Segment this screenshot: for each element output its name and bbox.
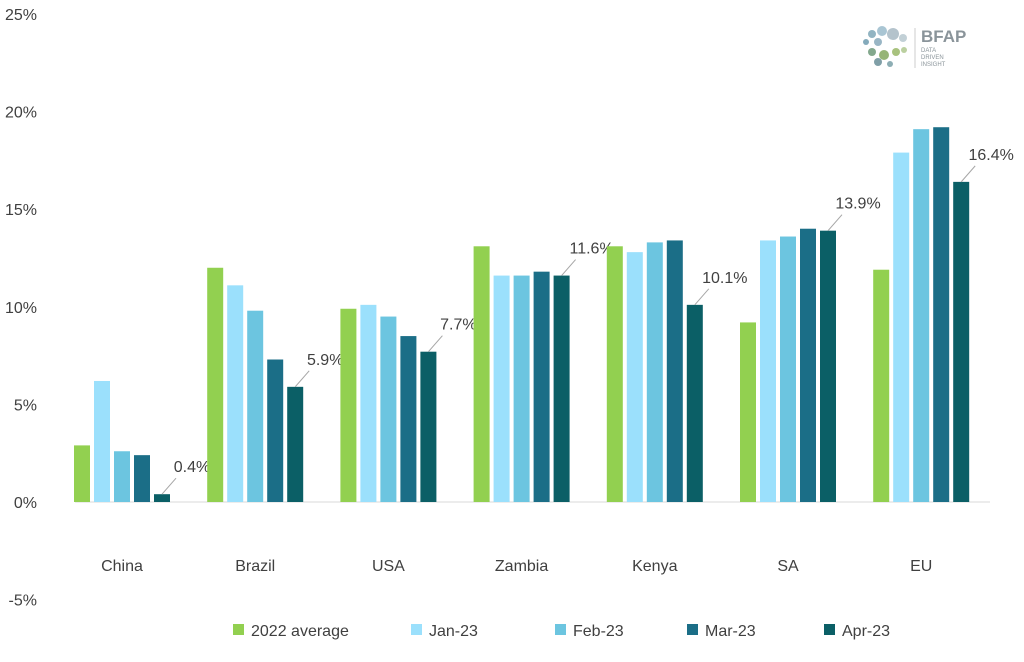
svg-text:INSIGHT: INSIGHT: [921, 62, 946, 68]
y-tick-label: 15%: [5, 202, 37, 219]
legend-swatch: [233, 624, 244, 635]
data-label: 5.9%: [307, 352, 343, 369]
data-label: 11.6%: [570, 241, 614, 258]
bar-2022-average: [606, 246, 623, 502]
bar-mar-23: [134, 455, 150, 502]
bar-mar-23: [666, 240, 683, 502]
bar-feb-23: [513, 275, 530, 502]
leader-line: [960, 165, 976, 183]
leader-line: [694, 288, 710, 306]
y-tick-label: 10%: [5, 300, 37, 317]
legend-label: Feb-23: [573, 623, 624, 640]
bar-feb-23: [646, 242, 663, 502]
legend-label: 2022 average: [251, 623, 349, 640]
bar-jan-23: [94, 380, 110, 502]
x-tick-label: China: [101, 558, 143, 575]
x-tick-label: Brazil: [235, 558, 275, 575]
leader-line: [827, 214, 843, 232]
data-label: 0.4%: [174, 459, 210, 476]
bar-feb-23: [247, 310, 264, 502]
bar-jan-23: [227, 285, 244, 502]
data-label: 7.7%: [440, 317, 476, 334]
data-label: 10.1%: [702, 270, 747, 287]
bar-mar-23: [800, 228, 816, 502]
bar-feb-23: [114, 451, 130, 502]
bar-apr-23: [553, 275, 570, 502]
legend-swatch: [411, 624, 422, 635]
legend-label: Mar-23: [705, 623, 756, 640]
bar-apr-23: [287, 386, 304, 502]
y-tick-label: 20%: [5, 105, 37, 122]
legend-label: Jan-23: [429, 623, 478, 640]
data-label: 16.4%: [969, 147, 1014, 164]
y-tick-label: 5%: [14, 397, 37, 414]
data-label: 13.9%: [835, 196, 880, 213]
bar-2022-average: [873, 269, 890, 502]
bar-jan-23: [893, 152, 910, 503]
x-tick-label: SA: [777, 558, 799, 575]
bar-feb-23: [913, 129, 930, 502]
bar-mar-23: [267, 359, 284, 502]
leader-line: [428, 335, 443, 353]
bfap-logo: BFAP DATA DRIVEN INSIGHT: [858, 22, 988, 72]
bar-feb-23: [380, 316, 397, 502]
x-tick-label: Kenya: [632, 558, 677, 575]
y-tick-label: -5%: [9, 593, 37, 610]
leader-line: [561, 259, 576, 276]
x-tick-label: USA: [372, 558, 405, 575]
y-tick-label: 0%: [14, 495, 37, 512]
svg-text:DATA: DATA: [921, 48, 936, 54]
legend-swatch: [687, 624, 698, 635]
bar-jan-23: [760, 240, 776, 502]
bar-jan-23: [493, 275, 510, 502]
bar-2022-average: [340, 308, 357, 502]
legend-swatch: [555, 624, 566, 635]
bar-2022-average: [740, 322, 756, 502]
bar-2022-average: [74, 445, 90, 502]
bar-apr-23: [953, 181, 970, 502]
x-tick-label: Zambia: [495, 558, 548, 575]
x-tick-label: EU: [910, 558, 932, 575]
leader-line: [294, 370, 310, 388]
y-tick-label: 25%: [5, 7, 37, 24]
logo-wordmark: BFAP: [921, 27, 966, 46]
bar-jan-23: [626, 252, 643, 502]
bar-apr-23: [420, 351, 437, 502]
bar-feb-23: [780, 236, 796, 502]
bar-apr-23: [686, 304, 703, 502]
bar-2022-average: [473, 246, 490, 502]
bar-jan-23: [360, 304, 377, 502]
bar-mar-23: [933, 127, 950, 502]
bar-mar-23: [533, 271, 550, 502]
legend-swatch: [824, 624, 835, 635]
legend-label: Apr-23: [842, 623, 890, 640]
bar-mar-23: [400, 336, 417, 502]
bar-2022-average: [207, 267, 224, 502]
bar-apr-23: [820, 230, 836, 502]
svg-text:DRIVEN: DRIVEN: [921, 55, 944, 61]
leader-line: [161, 477, 177, 495]
bar-apr-23: [154, 494, 170, 502]
